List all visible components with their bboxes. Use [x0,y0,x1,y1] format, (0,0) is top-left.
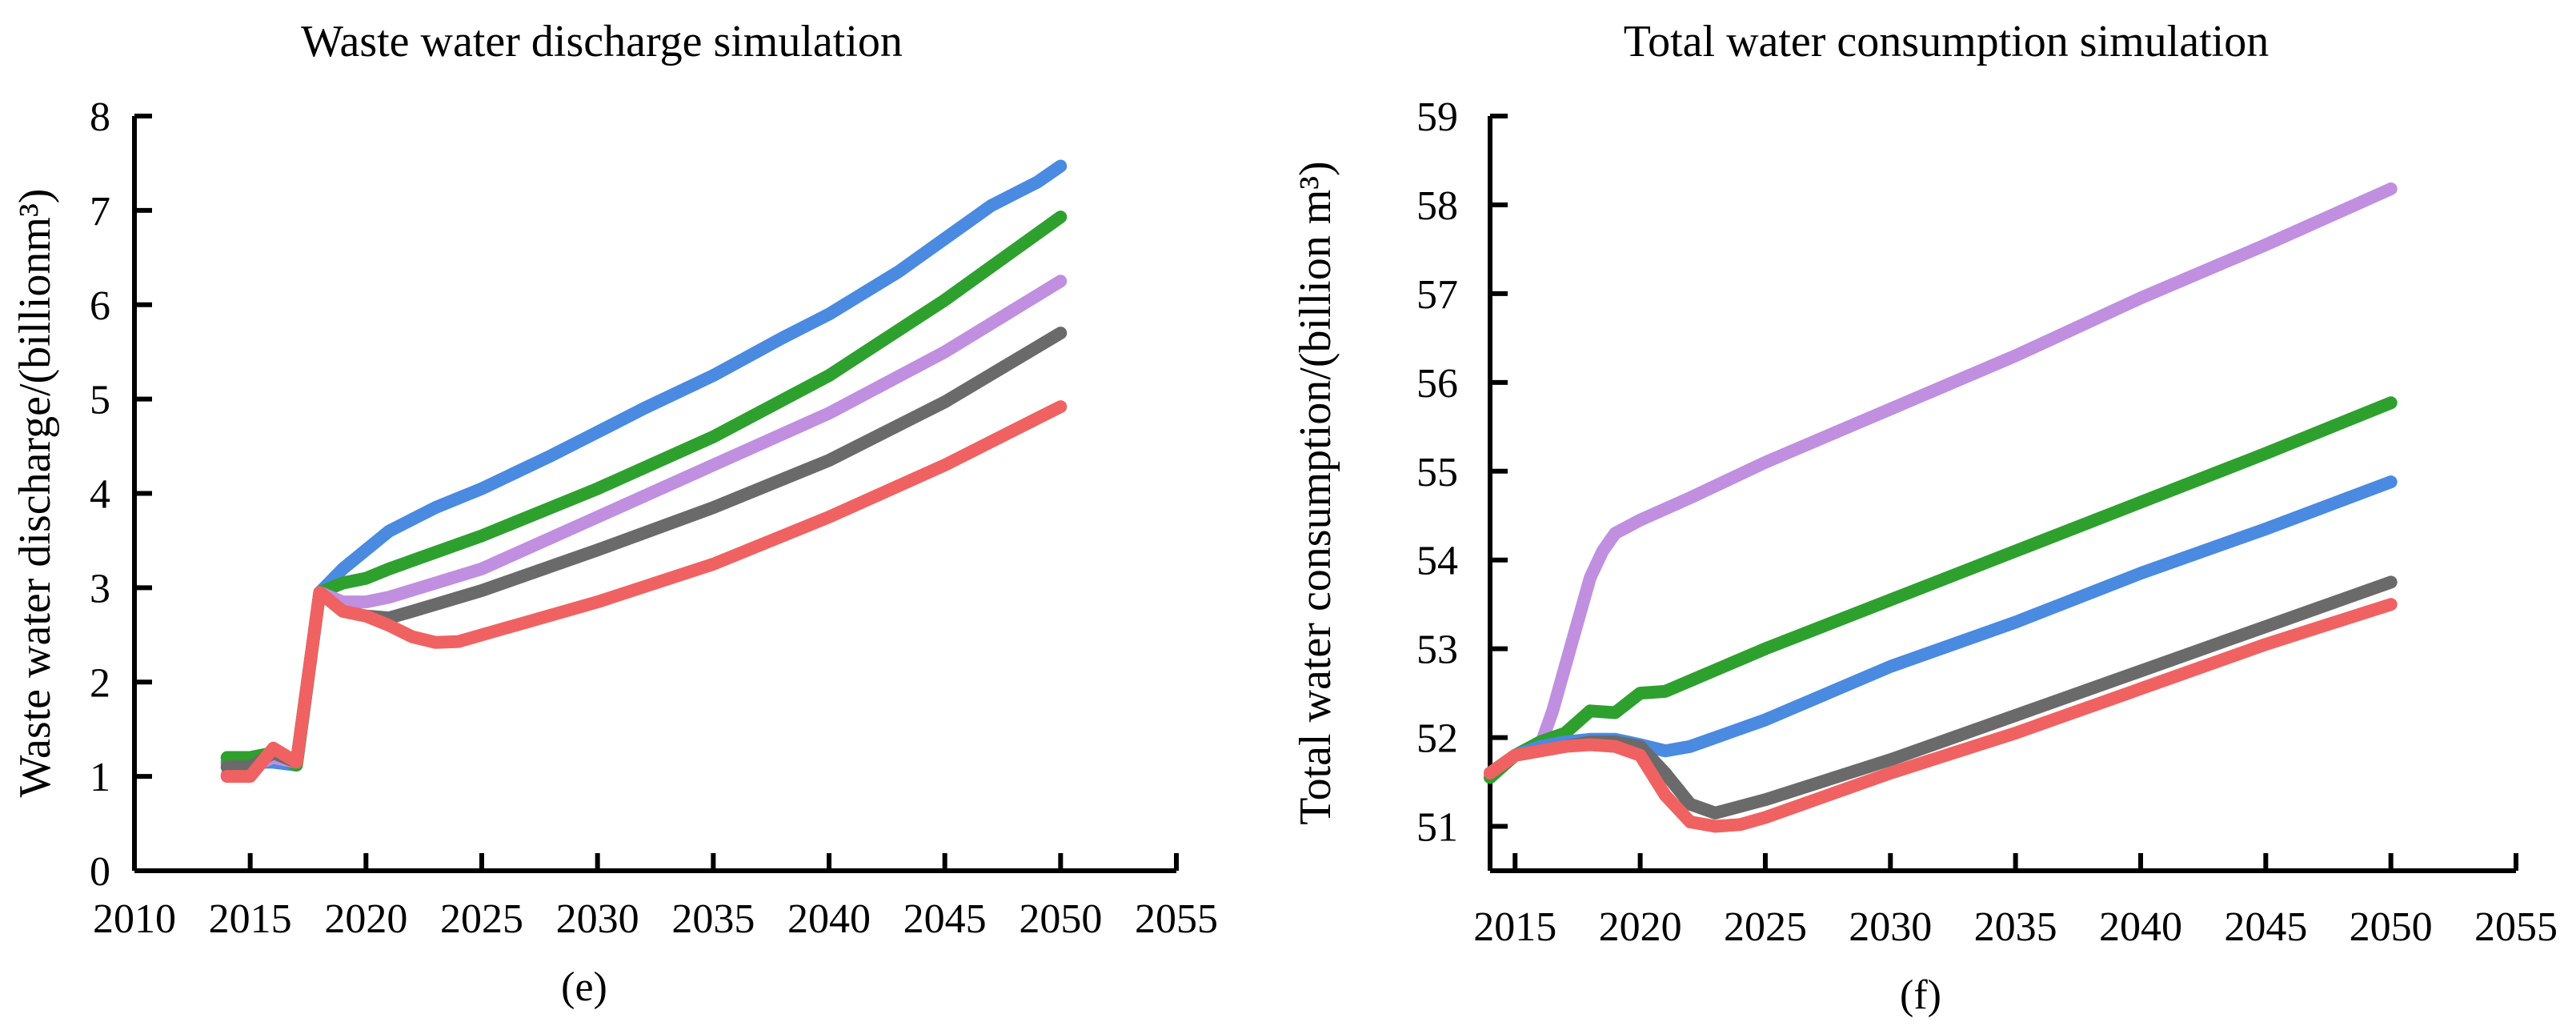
y-tick-label: 56 [1416,361,1458,407]
y-tick-label: 59 [1416,94,1458,140]
y-tick-label: 54 [1416,539,1458,584]
y-tick-label: 58 [1416,183,1458,229]
y-tick-label: 53 [1416,627,1458,673]
x-tick-label: 2055 [1135,896,1218,942]
y-tick-label: 4 [90,472,110,518]
series-line-red [220,400,1068,784]
x-tick-label: 2015 [209,896,292,942]
y-tick-label: 55 [1416,450,1458,495]
y-tick-label: 1 [90,755,110,800]
x-tick-label: 2030 [556,896,639,942]
chart-panel-e: Waste water discharge simulation Waste wa… [10,17,1218,1010]
panel-label: (f) [1900,972,1941,1018]
y-tick-label: 7 [90,189,110,234]
panel-label: (e) [561,964,607,1010]
y-tick-label: 3 [90,566,110,611]
x-tick-label: 2045 [903,896,987,942]
x-tick-label: 2040 [787,896,871,942]
chart-title: Waste water discharge simulation [301,17,903,66]
x-tick-label: 2010 [93,896,176,942]
x-tick-label: 2050 [1019,896,1102,942]
y-tick-label: 2 [90,660,110,706]
series-line-purple [1484,182,2398,780]
x-tick-label: 2025 [440,896,523,942]
x-tick-label: 2045 [2224,904,2307,950]
y-tick-label: 6 [90,283,110,329]
y-axis-label: Waste water discharge/(billionm³) [10,189,60,798]
y-axis-label: Total water consumption/(billion m³) [1291,161,1340,824]
y-tick-label: 8 [90,94,110,140]
x-tick-label: 2025 [1724,904,1807,950]
x-tick-label: 2035 [1974,904,2057,950]
series-line-gray [220,327,1068,774]
y-tick-label: 51 [1416,805,1458,851]
x-tick-label: 2030 [1849,904,1932,950]
x-tick-label: 2035 [671,896,755,942]
x-tick-label: 2020 [1599,904,1682,950]
x-tick-label: 2050 [2350,904,2433,950]
series-line-red [1484,598,2398,833]
y-tick-label: 5 [90,378,110,423]
x-tick-label: 2020 [324,896,407,942]
y-tick-label: 52 [1416,716,1458,762]
y-tick-label: 57 [1416,272,1458,318]
chart-panel-f: Total water consumption simulation Total … [1291,17,2558,1018]
x-tick-label: 2015 [1473,904,1556,950]
y-tick-label: 0 [90,849,110,895]
chart-title: Total water consumption simulation [1624,17,2269,66]
x-tick-label: 2040 [2099,904,2182,950]
series-line-green [1484,396,2398,784]
x-tick-label: 2055 [2474,904,2558,950]
